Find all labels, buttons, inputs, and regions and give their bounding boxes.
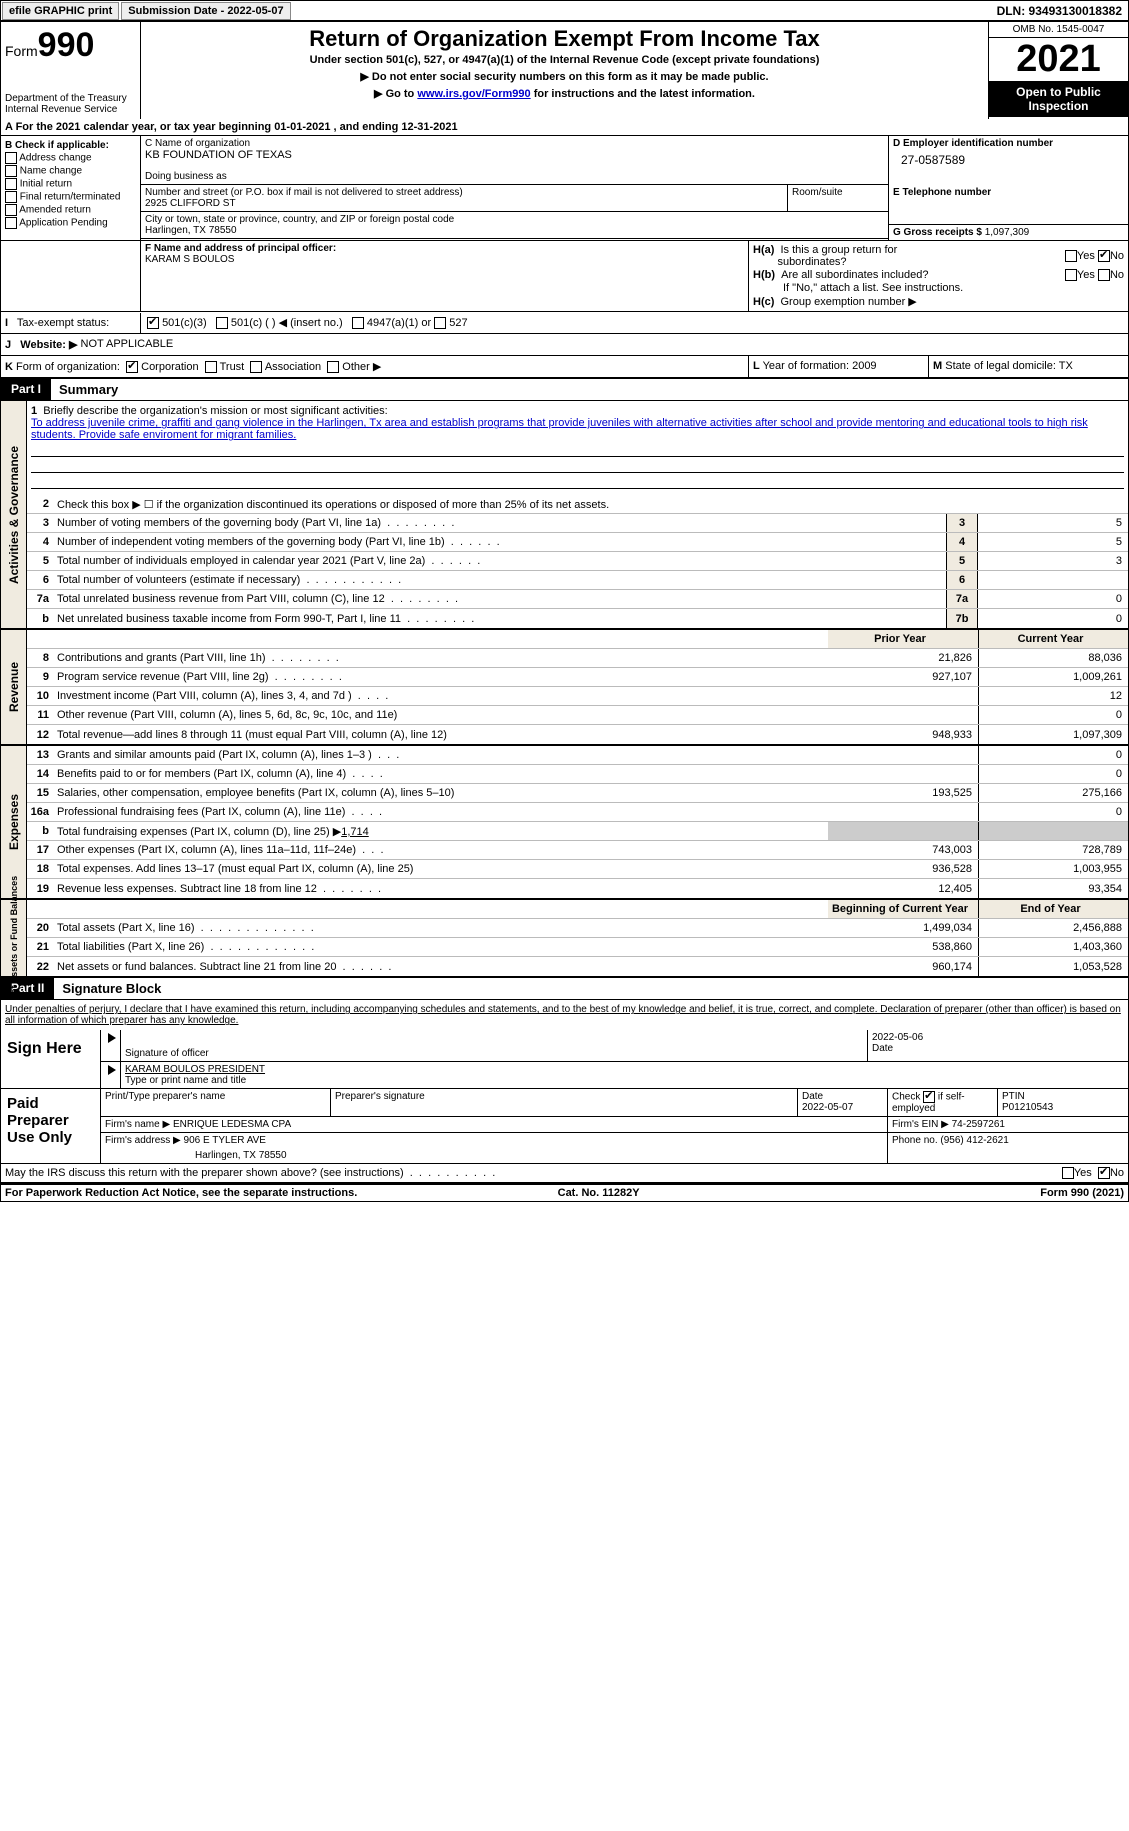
org-name-cell: C Name of organization KB FOUNDATION OF … <box>141 136 888 185</box>
irs-discuss-question: May the IRS discuss this return with the… <box>0 1164 1129 1183</box>
efile-print-button[interactable]: efile GRAPHIC print <box>2 2 119 20</box>
part-i-header: Part I Summary <box>0 379 1129 401</box>
arrow-icon <box>108 1033 116 1043</box>
ein-value: 27-0587589 <box>893 153 1124 167</box>
dba-label: Doing business as <box>145 171 884 182</box>
block-b-c-d: B Check if applicable: Address change Na… <box>0 136 1129 241</box>
row-j-website: J Website: ▶ NOT APPLICABLE <box>0 334 1129 356</box>
city-cell: City or town, state or province, country… <box>141 212 888 239</box>
h-b-note: If "No," attach a list. See instructions… <box>753 282 1124 294</box>
h-b-yesno[interactable]: Yes No <box>1065 269 1124 281</box>
org-name: KB FOUNDATION OF TEXAS <box>145 149 884 161</box>
row-a-calendar-year: A For the 2021 calendar year, or tax yea… <box>0 119 1129 136</box>
col-b-checkboxes: B Check if applicable: Address change Na… <box>1 136 141 240</box>
dln-label: DLN: 93493130018382 <box>997 4 1128 18</box>
h-c: H(c) Group exemption number ▶ <box>753 295 1124 308</box>
mission-text: To address juvenile crime, graffiti and … <box>31 417 1088 441</box>
ssn-note: ▶ Do not enter social security numbers o… <box>147 70 982 83</box>
tax-year: 2021 <box>989 38 1128 81</box>
block-f-h: F Name and address of principal officer:… <box>0 241 1129 312</box>
city-value: Harlingen, TX 78550 <box>145 225 884 236</box>
section-net-assets: Net Assets or Fund Balances Beginning of… <box>0 900 1129 978</box>
check-corp[interactable]: Corporation <box>126 361 199 373</box>
arrow-icon <box>108 1065 116 1075</box>
check-final-return[interactable]: Final return/terminated <box>5 191 136 203</box>
check-other[interactable]: Other ▶ <box>327 361 381 373</box>
check-4947[interactable]: 4947(a)(1) or <box>352 317 431 329</box>
irs-link[interactable]: www.irs.gov/Form990 <box>417 88 530 100</box>
check-initial-return[interactable]: Initial return <box>5 178 136 190</box>
mission-block: 1 Briefly describe the organization's mi… <box>27 401 1128 495</box>
omb-number: OMB No. 1545-0047 <box>989 22 1128 38</box>
open-to-public: Open to Public Inspection <box>989 81 1128 117</box>
room-suite: Room/suite <box>788 185 888 211</box>
section-activities-governance: Activities & Governance 1 Briefly descri… <box>0 401 1129 630</box>
row-k-l-m: K Form of organization: Corporation Trus… <box>0 356 1129 379</box>
check-trust[interactable]: Trust <box>205 361 245 373</box>
page-footer: For Paperwork Reduction Act Notice, see … <box>0 1183 1129 1202</box>
signature-declaration: Under penalties of perjury, I declare th… <box>0 1000 1129 1030</box>
row-i-tax-exempt: I Tax-exempt status: 501(c)(3) 501(c) ( … <box>0 312 1129 334</box>
street-value: 2925 CLIFFORD ST <box>145 198 783 209</box>
check-pending[interactable]: Application Pending <box>5 217 136 229</box>
top-bar: efile GRAPHIC print Submission Date - 20… <box>0 0 1129 22</box>
form-number: Form990 <box>5 26 136 65</box>
submission-date: Submission Date - 2022-05-07 <box>121 2 290 20</box>
ein-cell: D Employer identification number 27-0587… <box>888 136 1128 185</box>
col-h: H(a) Is this a group return for subordin… <box>748 241 1128 311</box>
section-expenses: Expenses 13Grants and similar amounts pa… <box>0 746 1129 900</box>
check-assoc[interactable]: Association <box>250 361 321 373</box>
goto-note: ▶ Go to www.irs.gov/Form990 for instruct… <box>147 87 982 100</box>
section-revenue: Revenue Prior YearCurrent Year 8Contribu… <box>0 630 1129 746</box>
check-501c3[interactable]: 501(c)(3) <box>147 317 207 329</box>
check-self-employed[interactable] <box>923 1091 935 1103</box>
check-name-change[interactable]: Name change <box>5 165 136 177</box>
street-cell: Number and street (or P.O. box if mail i… <box>141 185 788 211</box>
check-address-change[interactable]: Address change <box>5 152 136 164</box>
telephone-cell: E Telephone number <box>889 185 1128 225</box>
h-a-yesno[interactable]: Yes No <box>1065 250 1124 262</box>
dept-treasury: Department of the Treasury <box>5 93 136 104</box>
check-amended[interactable]: Amended return <box>5 204 136 216</box>
check-501c[interactable]: 501(c) ( ) ◀ (insert no.) <box>216 316 343 329</box>
sign-here-block: Sign Here Signature of officer 2022-05-0… <box>0 1030 1129 1089</box>
form-title: Return of Organization Exempt From Incom… <box>147 26 982 52</box>
principal-officer: F Name and address of principal officer:… <box>141 241 748 311</box>
irs-discuss-yesno[interactable]: Yes No <box>1062 1167 1124 1179</box>
part-ii-header: Part II Signature Block <box>0 978 1129 1000</box>
check-527[interactable]: 527 <box>434 317 467 329</box>
irs-label: Internal Revenue Service <box>5 104 136 115</box>
form-subtitle: Under section 501(c), 527, or 4947(a)(1)… <box>147 54 982 66</box>
paid-preparer-block: Paid Preparer Use Only Print/Type prepar… <box>0 1089 1129 1164</box>
form-header: Form990 Department of the Treasury Inter… <box>0 22 1129 119</box>
gross-receipts: G Gross receipts $ 1,097,309 <box>889 225 1128 240</box>
